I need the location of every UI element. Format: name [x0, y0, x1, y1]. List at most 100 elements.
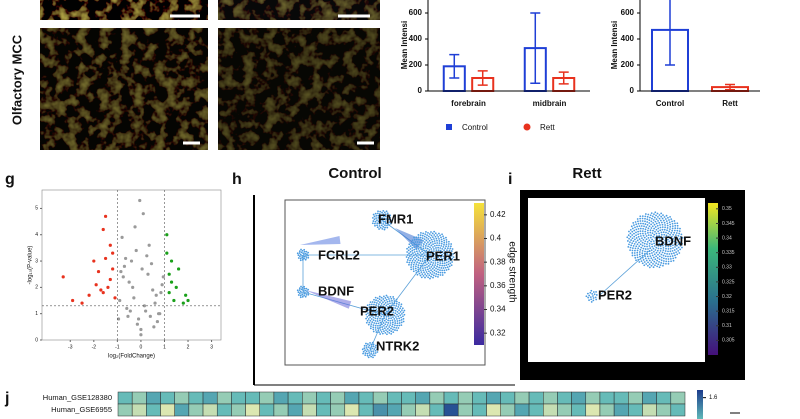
network-dot	[649, 231, 652, 234]
network-dot	[442, 235, 444, 238]
network-dot	[401, 307, 404, 310]
network-dot	[662, 254, 665, 257]
network-dot	[382, 315, 385, 317]
network-dot	[667, 258, 670, 260]
network-dot	[382, 301, 384, 304]
network-dot	[648, 266, 651, 269]
error-bar	[725, 83, 735, 91]
network-dot	[443, 252, 445, 255]
network-dot	[667, 232, 670, 235]
network-dot	[437, 273, 440, 276]
heatmap-cell	[344, 403, 360, 417]
network-dot	[673, 236, 676, 238]
y-tick-label: 400	[409, 34, 423, 43]
network-dot	[679, 235, 682, 238]
colorbar-tick-label: 0.32	[722, 294, 732, 300]
heatmap-cell	[273, 403, 289, 417]
network-dot	[648, 242, 651, 245]
network-dot	[660, 256, 663, 259]
network-dot	[423, 271, 425, 274]
network-dot	[372, 326, 375, 329]
network-dot	[393, 326, 396, 329]
network-dot	[673, 249, 676, 251]
network-dot	[674, 222, 676, 225]
network-dot	[420, 276, 423, 279]
micrograph-signal	[40, 28, 208, 150]
network-dot	[449, 252, 452, 254]
network-dot	[673, 240, 676, 243]
network-dot	[667, 255, 669, 258]
network-dot	[427, 235, 430, 238]
network-dot	[370, 303, 373, 306]
network-dot	[666, 222, 669, 225]
network-dot	[411, 239, 414, 242]
network-dot	[298, 292, 301, 295]
network-dot	[302, 254, 305, 256]
network-dot	[410, 242, 413, 245]
network-dot	[377, 329, 380, 332]
network-dot	[647, 261, 649, 264]
network-dot	[382, 209, 385, 212]
network-dot	[365, 321, 368, 324]
network-dot	[370, 305, 373, 308]
y-tick-label: 0	[630, 86, 635, 95]
network-dot	[374, 320, 377, 322]
colorbar-tick-label: 0.34	[722, 235, 732, 241]
network-dot	[425, 249, 428, 252]
network-dot	[670, 239, 673, 242]
network-dot	[386, 219, 389, 222]
network-dot	[377, 305, 380, 308]
network-dot	[386, 312, 389, 315]
network-dot	[415, 271, 418, 274]
network-dot	[370, 352, 373, 355]
network-dot	[655, 251, 658, 254]
network-dot	[377, 324, 379, 327]
network-dot	[386, 296, 389, 299]
network-dot	[593, 293, 596, 296]
network-dot	[448, 253, 451, 256]
network-dot	[637, 222, 640, 225]
network-dot	[371, 341, 374, 344]
network-dot	[446, 266, 449, 269]
network-dot	[653, 253, 656, 256]
network-dot	[650, 234, 652, 237]
network-dot	[400, 324, 403, 326]
network-dot	[634, 221, 637, 223]
network-dot	[633, 254, 636, 257]
network-dot	[411, 244, 414, 247]
network-dot	[677, 249, 680, 252]
network-dot	[585, 295, 588, 298]
network-dot	[634, 247, 637, 250]
network-dot	[424, 241, 426, 244]
network-dot	[646, 221, 649, 223]
network-dot	[413, 248, 416, 251]
network-dot	[659, 238, 661, 240]
y-tick-label: 4	[35, 232, 38, 238]
network-dot	[419, 260, 422, 262]
network-dot	[440, 267, 443, 269]
network-dot	[369, 316, 372, 319]
network-dot	[372, 343, 375, 346]
network-dot	[370, 325, 372, 328]
network-dot	[380, 309, 383, 312]
network-dot	[400, 318, 403, 321]
network-dot	[443, 271, 446, 274]
network-dot	[380, 311, 383, 314]
network-dot	[662, 260, 665, 262]
network-dot	[302, 289, 305, 292]
network-dot	[655, 255, 658, 258]
network-dot	[372, 308, 375, 310]
network-dot	[657, 263, 660, 266]
network-dot	[673, 220, 676, 222]
network-dot	[654, 258, 657, 261]
network-dot	[426, 258, 429, 260]
network-dot	[634, 238, 636, 241]
network-dot	[414, 256, 416, 259]
network-dot	[419, 251, 422, 254]
network-dot	[298, 287, 301, 290]
network-dot	[674, 227, 677, 230]
panel-label: j	[4, 390, 9, 407]
network-dot	[300, 248, 302, 251]
network-dot	[387, 322, 390, 324]
network-dot	[366, 343, 369, 345]
